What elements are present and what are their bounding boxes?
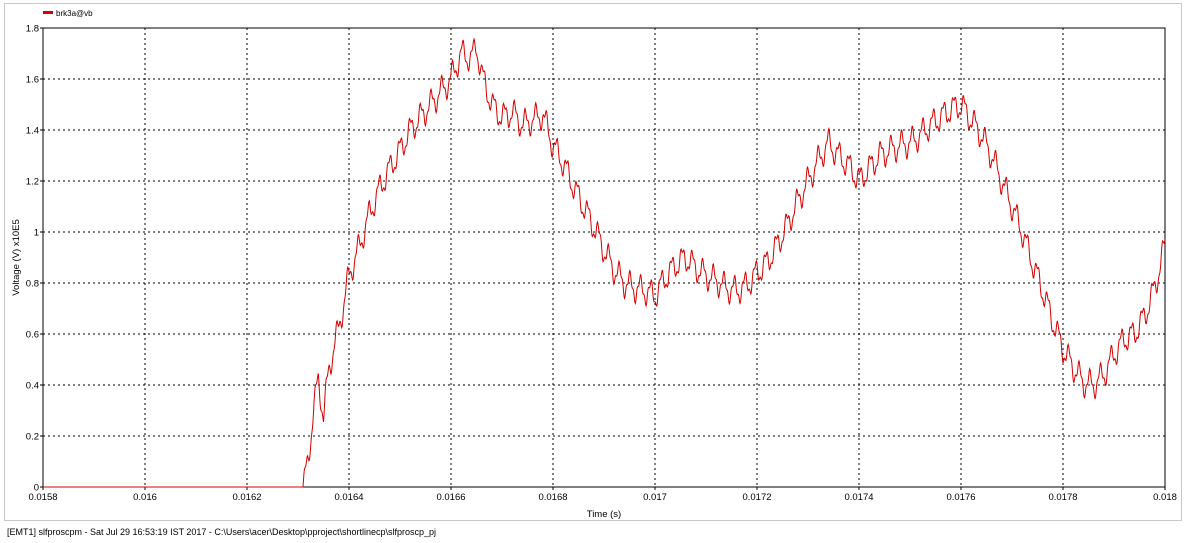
- y-tick-label: 0.6: [26, 330, 39, 341]
- x-tick-label: 0.0164: [334, 492, 363, 503]
- status-bar: [EMT1] slfproscpm - Sat Jul 29 16:53:19 …: [7, 527, 437, 537]
- x-tick-label: 0.0174: [844, 492, 873, 503]
- y-tick-label: 0.2: [26, 432, 39, 443]
- x-tick-label: 0.0166: [436, 492, 465, 503]
- y-tick-label: 1.6: [26, 75, 39, 86]
- y-tick-label: 1: [34, 228, 39, 239]
- x-tick-label: 0.0172: [742, 492, 771, 503]
- legend-swatch: [43, 11, 53, 14]
- y-tick-label: 1.8: [26, 24, 39, 35]
- x-tick-label: 0.018: [1153, 492, 1177, 503]
- x-tick-label: 0.0158: [28, 492, 57, 503]
- y-tick-label: 0.4: [26, 381, 39, 392]
- y-tick-label: 1.2: [26, 177, 39, 188]
- legend-label: brk3a@vb: [56, 9, 93, 18]
- x-tick-label: 0.0176: [946, 492, 975, 503]
- x-tick-label: 0.0178: [1048, 492, 1077, 503]
- x-tick-label: 0.016: [133, 492, 157, 503]
- chart: 0.0158 0.016 0.0162 0.0164 0.0166 0.0168 0.017…: [11, 9, 1177, 520]
- x-axis-label: Time (s): [587, 509, 621, 520]
- y-tick-label: 0.8: [26, 279, 39, 290]
- x-tick-label: 0.017: [643, 492, 667, 503]
- x-tick-label: 0.0168: [538, 492, 567, 503]
- axes-box: [42, 27, 1166, 488]
- y-tick-label: 1.4: [26, 126, 39, 137]
- x-tick-label: 0.0162: [232, 492, 261, 503]
- y-axis-label: Voltage (V) x10E5: [11, 219, 22, 296]
- y-tick-label: 0: [34, 483, 39, 494]
- series-line: [43, 37, 1166, 488]
